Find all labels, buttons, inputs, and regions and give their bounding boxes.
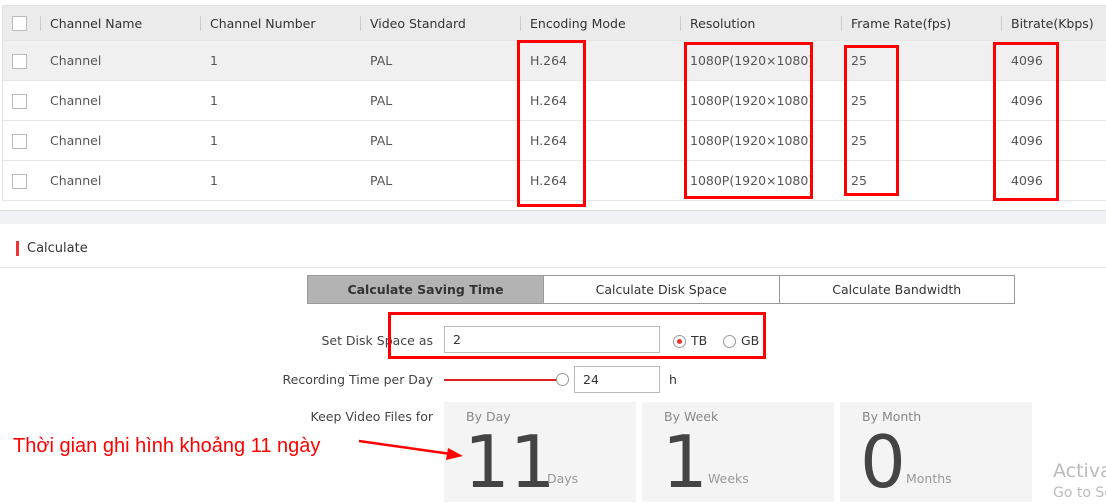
table-cell: H.264 (530, 173, 568, 188)
by-month-card: By Month 0 Months (840, 402, 1032, 502)
hours-unit: h (669, 372, 677, 387)
channel-table: Channel Name Channel Number Video Standa… (2, 5, 1106, 201)
row-checkbox[interactable] (12, 93, 27, 109)
row-checkbox[interactable] (12, 173, 27, 189)
tb-label: TB (691, 333, 708, 348)
table-header: Channel Name Channel Number Video Standa… (3, 6, 1106, 41)
tab-calculate-bandwidth[interactable]: Calculate Bandwidth (779, 276, 1014, 303)
highlight-encoding (517, 40, 586, 207)
disk-space-label: Set Disk Space as (321, 333, 433, 348)
table-cell: Channel (50, 93, 102, 108)
table-cell: 1080P(1920×1080) (690, 133, 814, 148)
recording-slider-handle[interactable] (556, 373, 569, 386)
table-row[interactable]: Channel 1 PAL H.264 1080P(1920×1080) 25 4096 (3, 121, 1106, 161)
table-cell: Channel (50, 173, 102, 188)
tb-radio[interactable] (673, 335, 686, 348)
table-cell: PAL (370, 53, 393, 68)
highlight-disk-space (388, 312, 766, 359)
card-title: By Month (862, 409, 922, 424)
table-cell: PAL (370, 133, 393, 148)
section-divider (0, 210, 1106, 224)
gb-label: GB (741, 333, 760, 348)
table-cell: Channel (50, 53, 102, 68)
keep-files-label: Keep Video Files for (310, 409, 433, 424)
highlight-resolution (684, 42, 813, 199)
gb-radio[interactable] (723, 335, 736, 348)
table-cell: 25 (851, 173, 867, 188)
col-header: Encoding Mode (520, 6, 626, 40)
card-value: 0 (860, 420, 906, 504)
table-cell: 4096 (1011, 133, 1043, 148)
col-header: Channel Name (39, 6, 142, 40)
table-cell: 1080P(1920×1080) (690, 173, 814, 188)
recording-slider-track[interactable] (444, 379, 558, 381)
card-value: 1 (662, 420, 708, 504)
table-cell: H.264 (530, 53, 568, 68)
arrow-icon (358, 439, 463, 460)
table-cell: 25 (851, 93, 867, 108)
table-cell: 25 (851, 133, 867, 148)
section-title: Calculate (16, 241, 88, 256)
tab-calculate-disk-space[interactable]: Calculate Disk Space (544, 276, 780, 303)
card-value: 11 (464, 420, 556, 504)
table-cell: 1 (210, 93, 218, 108)
table-cell: PAL (370, 173, 393, 188)
calculate-tabs: Calculate Saving Time Calculate Disk Spa… (307, 275, 1015, 304)
highlight-framerate (844, 45, 899, 196)
col-header: Bitrate(Kbps) (1001, 6, 1094, 40)
tab-calculate-saving-time[interactable]: Calculate Saving Time (308, 276, 544, 303)
table-cell: 1080P(1920×1080) (690, 93, 814, 108)
card-unit: Months (906, 471, 952, 486)
card-unit: Days (547, 471, 579, 486)
recording-time-label: Recording Time per Day (282, 372, 433, 387)
table-cell: PAL (370, 93, 393, 108)
watermark-line: Go to Se (1053, 485, 1106, 501)
table-cell: 1 (210, 133, 218, 148)
table-cell: H.264 (530, 93, 568, 108)
recording-time-input[interactable]: 24 (574, 366, 660, 393)
annotation-text: Thời gian ghi hình khoảng 11 ngày (13, 435, 321, 457)
col-header: Channel Number (200, 6, 316, 40)
by-day-card: By Day 11 Days (444, 402, 636, 502)
table-cell: H.264 (530, 133, 568, 148)
disk-space-input[interactable]: 2 (444, 326, 660, 353)
table-cell: 1 (210, 53, 218, 68)
card-unit: Weeks (708, 471, 749, 486)
table-cell: 4096 (1011, 93, 1043, 108)
table-row[interactable]: Channel 1 PAL H.264 1080P(1920×1080) 25 4096 (3, 161, 1106, 201)
col-header: Frame Rate(fps) (840, 6, 951, 40)
divider (0, 267, 1106, 268)
table-cell: 1 (210, 173, 218, 188)
row-checkbox[interactable] (12, 53, 27, 69)
watermark-line: Activa (1053, 460, 1106, 482)
activation-watermark: Activa Go to Se (1053, 460, 1106, 504)
table-cell: 1080P(1920×1080) (690, 53, 814, 68)
select-all-checkbox[interactable] (12, 16, 27, 31)
row-checkbox[interactable] (12, 133, 27, 149)
col-header: Video Standard (360, 6, 466, 40)
card-title: By Day (466, 409, 511, 424)
table-row[interactable]: Channel 1 PAL H.264 1080P(1920×1080) 25 4096 (3, 41, 1106, 81)
by-week-card: By Week 1 Weeks (642, 402, 834, 502)
table-cell: 4096 (1011, 53, 1043, 68)
table-cell: Channel (50, 133, 102, 148)
col-header: Resolution (679, 6, 755, 40)
table-row[interactable]: Channel 1 PAL H.264 1080P(1920×1080) 25 4096 (3, 81, 1106, 121)
highlight-bitrate (993, 42, 1059, 201)
table-cell: 4096 (1011, 173, 1043, 188)
card-title: By Week (664, 409, 719, 424)
table-cell: 25 (851, 53, 867, 68)
